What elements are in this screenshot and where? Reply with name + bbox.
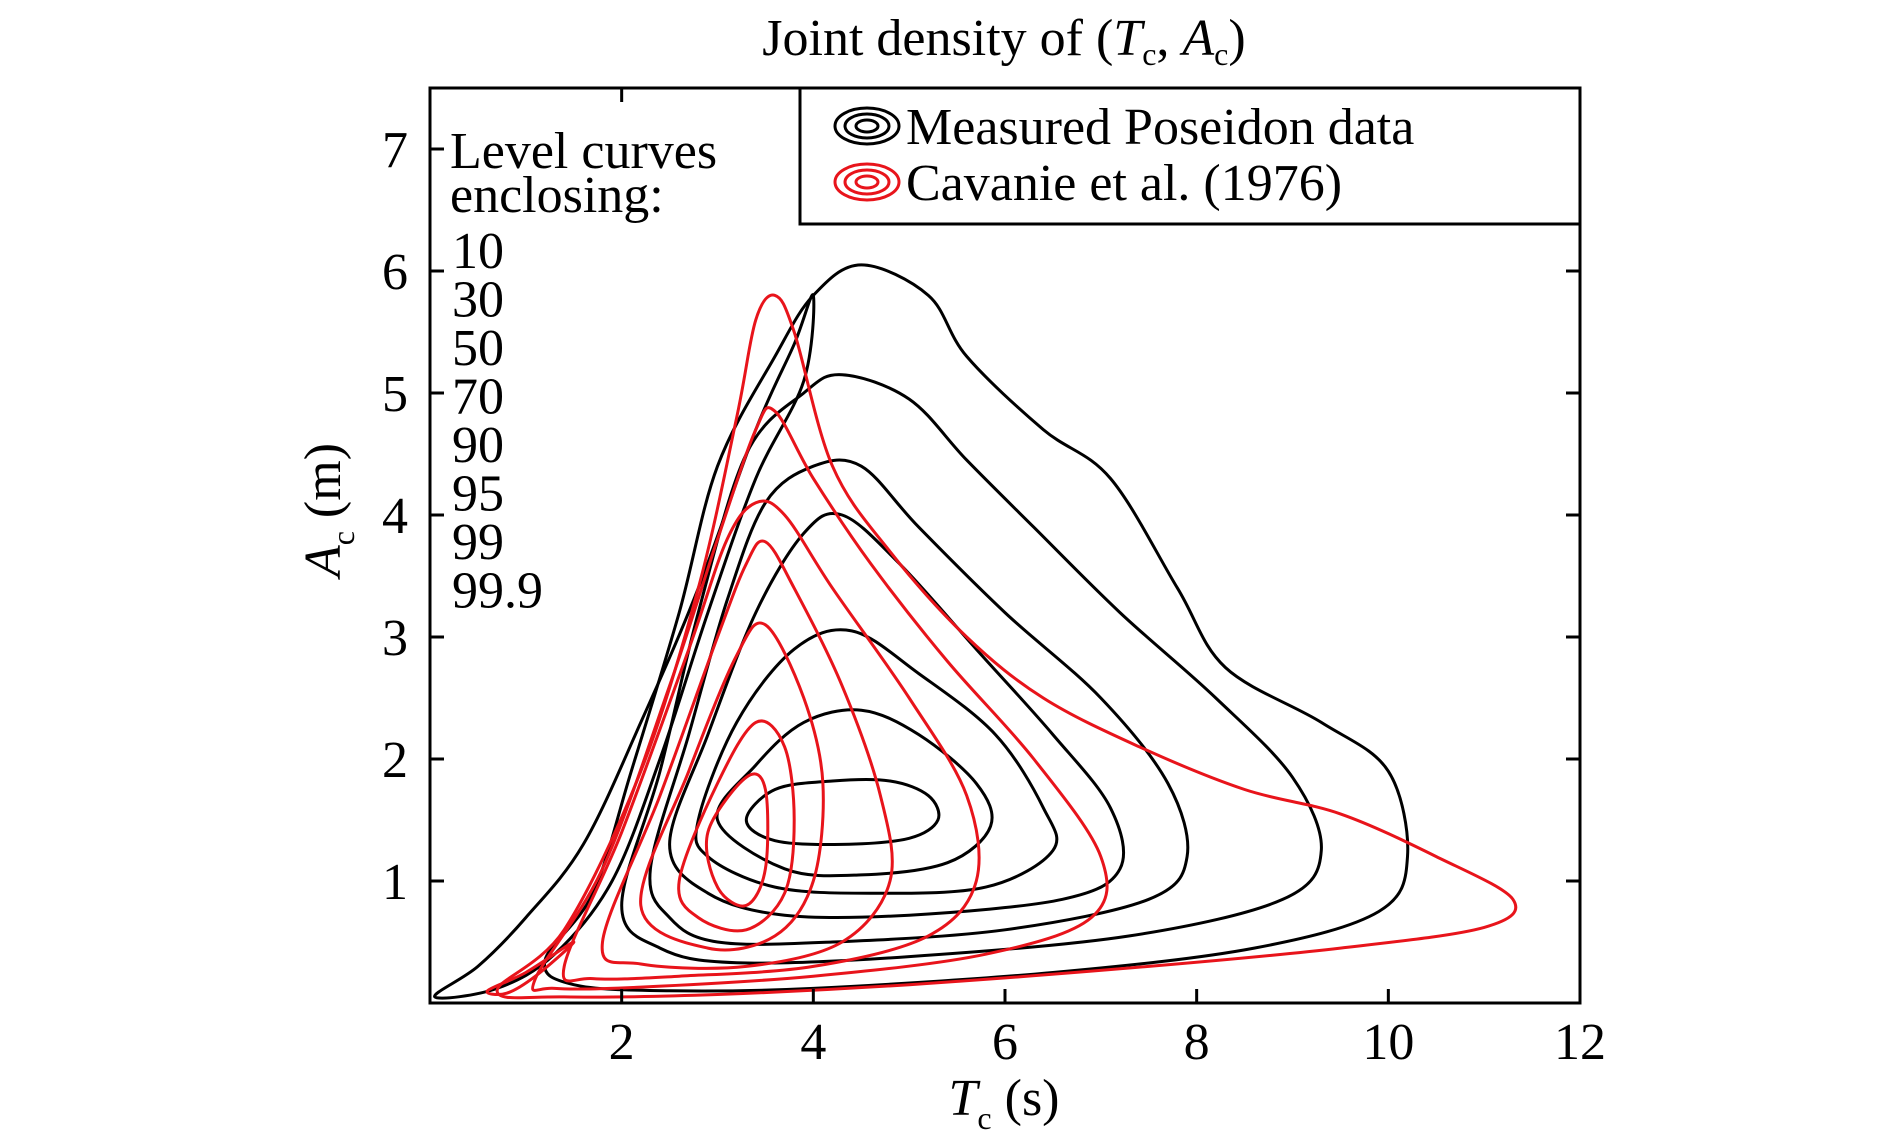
title-var2: A [1179, 10, 1214, 67]
level-value: 90 [452, 417, 504, 474]
title-sep: , [1156, 10, 1182, 67]
legend-label: Cavanie et al. (1976) [906, 155, 1342, 212]
level-value: 99.9 [452, 563, 543, 620]
y-tick-label: 7 [382, 122, 408, 179]
legend-entry: Cavanie et al. (1976) [833, 155, 1342, 212]
level-value: 30 [452, 272, 504, 329]
legend-swatch [854, 174, 880, 190]
measured-contour-99-9 [433, 293, 816, 1000]
series-cavanie [485, 293, 1518, 1000]
legend-label: Measured Poseidon data [906, 99, 1414, 156]
measured-contour-90 [648, 458, 1190, 946]
cavanie-contour-99-9 [485, 940, 576, 996]
x-tick-label: 2 [609, 1014, 635, 1071]
title-prefix: Joint density of ( [762, 10, 1113, 67]
cavanie-contour-30 [677, 719, 796, 933]
y-axis-label: Ac (m) [295, 443, 361, 580]
level-value: 70 [452, 369, 504, 426]
xlabel-var: T [949, 1070, 981, 1127]
measured-contour-30 [715, 708, 994, 878]
y-tick-label: 6 [382, 244, 408, 301]
x-tick-label: 4 [800, 1014, 826, 1071]
x-axis-label: Tc (s) [949, 1070, 1060, 1136]
legend-entry: Measured Poseidon data [833, 99, 1414, 156]
x-tick-label: 8 [1184, 1014, 1210, 1071]
y-tick-label: 2 [382, 732, 408, 789]
title-var2-sub: c [1214, 36, 1228, 72]
xlabel-sub: c [977, 1100, 991, 1136]
x-tick-label: 10 [1362, 1014, 1414, 1071]
y-tick-label: 1 [382, 854, 408, 911]
level-label-line2: enclosing: [450, 167, 664, 224]
level-value: 99 [452, 514, 504, 571]
title-var1-sub: c [1142, 36, 1156, 72]
level-value: 95 [452, 466, 504, 523]
y-tick-label: 3 [382, 610, 408, 667]
level-value: 50 [452, 320, 504, 377]
legend-swatch [854, 118, 880, 134]
y-tick-label: 4 [382, 488, 408, 545]
title-var1: T [1113, 10, 1145, 67]
legend-swatch [843, 168, 891, 196]
y-tick-label: 5 [382, 366, 408, 423]
measured-contour-10 [744, 778, 941, 847]
x-tick-label: 12 [1554, 1014, 1606, 1071]
chart-title: Joint density of (Tc, Ac) [762, 10, 1245, 72]
contours-layer [433, 263, 1518, 1000]
xlabel-unit: (s) [992, 1070, 1060, 1127]
cavanie-contour-99 [495, 293, 1518, 1000]
legend-swatch [833, 106, 901, 146]
legend-swatch [843, 112, 891, 140]
cavanie-contour-90 [561, 499, 981, 983]
ylabel-sub: c [325, 531, 361, 545]
x-tick-label: 6 [992, 1014, 1018, 1071]
measured-contour-70 [668, 511, 1126, 920]
legend-swatch [833, 162, 901, 202]
ylabel-var: A [295, 545, 352, 580]
level-annotation: Level curves enclosing: 1030507090959999… [450, 123, 717, 620]
ylabel-unit: (m) [295, 443, 352, 531]
legend-box [798, 86, 1582, 226]
cavanie-contour-70 [600, 539, 894, 970]
level-value: 10 [452, 223, 504, 280]
cavanie-contour-10 [704, 772, 770, 908]
cavanie-contour-50 [639, 621, 825, 952]
title-suffix: ) [1228, 10, 1245, 67]
level-label-line1: Level curves [450, 123, 717, 180]
